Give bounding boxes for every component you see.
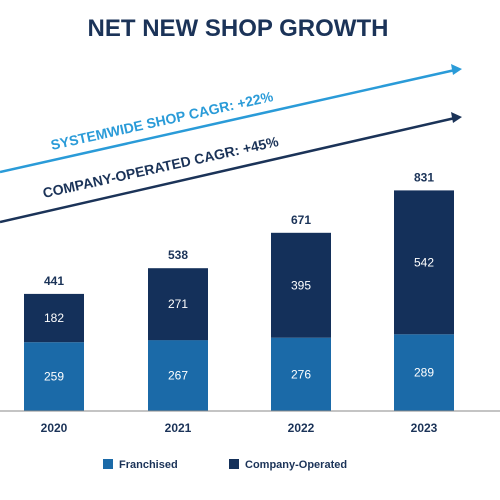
data-label-company-operated-2023: 542 <box>414 255 434 269</box>
x-tick-label-2022: 2022 <box>288 421 315 435</box>
data-label-franchised-2020: 259 <box>44 370 64 384</box>
legend: Franchised Company-Operated <box>103 459 347 471</box>
data-label-company-operated-2022: 395 <box>291 278 311 292</box>
bar-company-operated-2021 <box>148 268 208 341</box>
bar-group: 259 182 441 267 271 538 276 395 671 289 542 831 <box>24 170 454 411</box>
bar-company-operated-2023 <box>394 190 454 335</box>
total-label-2023: 831 <box>414 170 434 184</box>
total-label-2021: 538 <box>168 248 188 262</box>
data-label-franchised-2023: 289 <box>414 366 434 380</box>
company-operated-cagr-trend-line <box>0 116 456 224</box>
legend-label-franchised: Franchised <box>119 459 178 471</box>
bar-franchised-2020 <box>24 342 84 411</box>
legend-label-company-operated: Company-Operated <box>245 459 347 471</box>
legend-swatch-company-operated <box>229 459 239 469</box>
company-operated-cagr-arrowhead <box>451 112 462 123</box>
data-label-company-operated-2020: 182 <box>44 311 64 325</box>
chart-title: NET NEW SHOP GROWTH <box>88 15 389 42</box>
x-tick-label-2021: 2021 <box>165 421 192 435</box>
bar-company-operated-2020 <box>24 293 84 343</box>
x-axis-ticks: 2020 2021 2022 2023 <box>41 421 438 435</box>
bar-franchised-2022 <box>271 337 331 411</box>
total-label-2020: 441 <box>44 274 64 288</box>
systemwide-cagr-trend-line <box>0 68 456 174</box>
data-label-franchised-2021: 267 <box>168 369 188 383</box>
systemwide-cagr-arrowhead <box>451 64 462 75</box>
x-tick-label-2020: 2020 <box>41 421 68 435</box>
cagr-trend-lines <box>0 64 462 224</box>
bar-company-operated-2022 <box>271 232 331 338</box>
bar-franchised-2023 <box>394 334 454 411</box>
data-label-franchised-2022: 276 <box>291 367 311 381</box>
x-tick-label-2023: 2023 <box>411 421 438 435</box>
legend-swatch-franchised <box>103 459 113 469</box>
bar-franchised-2021 <box>148 340 208 411</box>
total-label-2022: 671 <box>291 213 311 227</box>
data-label-company-operated-2021: 271 <box>168 297 188 311</box>
